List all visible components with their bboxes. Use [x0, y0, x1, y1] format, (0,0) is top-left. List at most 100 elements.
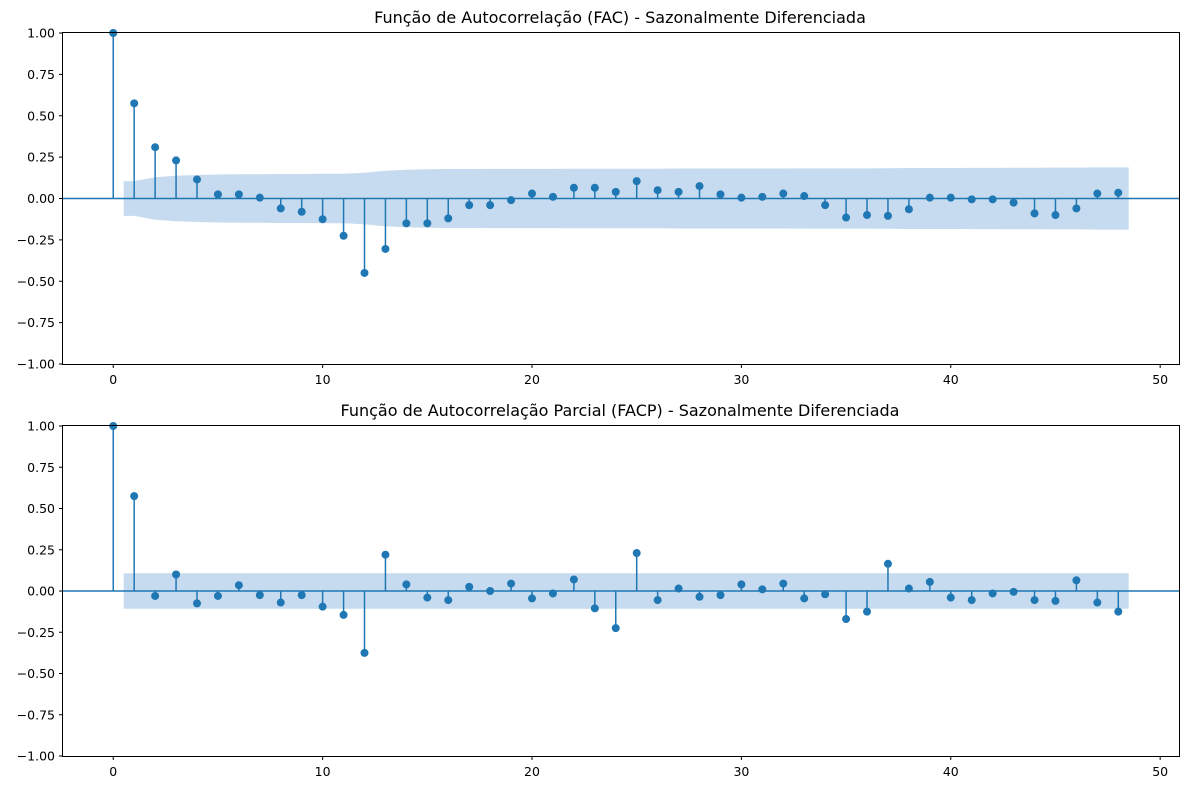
- pacf-marker-lag-7: [255, 591, 264, 600]
- pacf-marker-lag-8: [276, 598, 285, 607]
- acf-ytick-label: 0.25: [27, 150, 55, 165]
- acf-marker-lag-8: [276, 204, 285, 213]
- pacf-marker-lag-43: [1009, 587, 1018, 596]
- pacf-xtick-label: 0: [109, 764, 117, 779]
- acf-panel: Função de Autocorrelação (FAC) - Sazonal…: [17, 8, 1180, 387]
- pacf-marker-lag-35: [842, 615, 851, 624]
- pacf-marker-lag-23: [590, 604, 599, 613]
- acf-marker-lag-6: [234, 190, 243, 199]
- acf-marker-lag-45: [1051, 211, 1060, 220]
- acf-marker-lag-13: [381, 244, 390, 253]
- acf-marker-lag-46: [1072, 204, 1081, 213]
- pacf-marker-lag-40: [946, 593, 955, 602]
- acf-marker-lag-16: [444, 214, 453, 223]
- pacf-ytick-label: −0.50: [17, 666, 55, 681]
- pacf-marker-lag-17: [465, 582, 474, 591]
- pacf-marker-lag-44: [1030, 596, 1039, 605]
- acf-plot-area: 0 10 20 30 40 50 −1.00 −0.75 −0.50 −0.25 0.00 0.25 0…: [17, 26, 1179, 387]
- acf-marker-lag-26: [653, 186, 662, 195]
- acf-xtick-label: 30: [733, 372, 749, 387]
- pacf-marker-lag-39: [925, 577, 934, 586]
- pacf-marker-lag-21: [548, 589, 557, 598]
- acf-marker-lag-39: [925, 193, 934, 202]
- pacf-marker-lag-10: [318, 602, 327, 611]
- acf-marker-lag-21: [548, 192, 557, 201]
- pacf-marker-lag-29: [716, 591, 725, 600]
- pacf-marker-lag-3: [172, 570, 181, 579]
- pacf-marker-lag-28: [695, 592, 704, 601]
- acf-marker-lag-30: [737, 193, 746, 202]
- pacf-marker-lag-38: [904, 584, 913, 593]
- acf-marker-lag-48: [1114, 188, 1123, 197]
- acf-ytick-label: 0.50: [27, 108, 55, 123]
- pacf-marker-lag-15: [423, 593, 432, 602]
- pacf-marker-lag-31: [758, 585, 767, 594]
- acf-ytick-label: −0.25: [17, 232, 55, 247]
- acf-marker-lag-19: [507, 196, 516, 205]
- acf-ytick-label: 0.00: [27, 191, 55, 206]
- pacf-marker-lag-27: [674, 584, 683, 593]
- acf-marker-lag-44: [1030, 209, 1039, 218]
- acf-marker-lag-1: [130, 99, 139, 108]
- acf-marker-lag-14: [402, 219, 411, 228]
- acf-marker-lag-10: [318, 215, 327, 224]
- acf-marker-lag-37: [883, 211, 892, 220]
- acf-marker-lag-34: [821, 201, 830, 210]
- pacf-marker-lag-45: [1051, 596, 1060, 605]
- acf-marker-lag-18: [486, 201, 495, 210]
- pacf-xtick-label: 10: [315, 764, 331, 779]
- acf-marker-lag-42: [988, 195, 997, 204]
- pacf-ytick-label: −0.25: [17, 625, 55, 640]
- acf-marker-lag-47: [1093, 189, 1102, 198]
- pacf-marker-lag-2: [151, 591, 160, 600]
- pacf-marker-lag-9: [297, 591, 306, 600]
- pacf-xtick-label: 20: [524, 764, 540, 779]
- acf-marker-lag-2: [151, 143, 160, 152]
- pacf-marker-lag-14: [402, 580, 411, 589]
- acf-marker-lag-3: [172, 156, 181, 165]
- pacf-panel: Função de Autocorrelação Parcial (FACP) …: [17, 401, 1180, 779]
- pacf-marker-lag-42: [988, 589, 997, 598]
- acf-marker-lag-40: [946, 193, 955, 202]
- pacf-marker-lag-12: [360, 648, 369, 657]
- acf-marker-lag-4: [193, 175, 202, 184]
- acf-ytick-label: −1.00: [17, 357, 55, 372]
- acf-marker-lag-29: [716, 190, 725, 199]
- pacf-marker-lag-13: [381, 550, 390, 559]
- acf-marker-lag-7: [255, 193, 264, 202]
- acf-marker-lag-31: [758, 192, 767, 201]
- pacf-ytick-label: 0.25: [27, 542, 55, 557]
- pacf-marker-lag-30: [737, 580, 746, 589]
- acf-xtick-label: 50: [1152, 372, 1168, 387]
- acf-axes-frame: [62, 32, 1180, 365]
- pacf-marker-lag-33: [800, 594, 809, 603]
- acf-xtick-label: 0: [109, 372, 117, 387]
- pacf-marker-lag-20: [528, 594, 537, 603]
- pacf-marker-lag-6: [234, 581, 243, 590]
- pacf-marker-lag-18: [486, 587, 495, 595]
- pacf-marker-lag-32: [779, 579, 788, 588]
- acf-marker-lag-32: [779, 189, 788, 198]
- pacf-ytick-label: 0.00: [27, 584, 55, 599]
- pacf-marker-lag-16: [444, 596, 453, 605]
- acf-marker-lag-38: [904, 205, 913, 214]
- acf-ytick-label: 1.00: [27, 26, 55, 41]
- acf-marker-lag-17: [465, 201, 474, 210]
- acf-marker-lag-25: [632, 177, 641, 186]
- pacf-marker-lag-22: [569, 575, 578, 584]
- pacf-marker-lag-26: [653, 596, 662, 605]
- pacf-marker-lag-5: [213, 591, 222, 600]
- pacf-marker-lag-37: [883, 559, 892, 568]
- pacf-marker-lag-19: [507, 579, 516, 588]
- pacf-marker-lag-36: [863, 607, 872, 616]
- acf-marker-lag-20: [528, 189, 537, 198]
- pacf-ytick-label: 0.50: [27, 501, 55, 516]
- acf-marker-lag-11: [339, 231, 348, 240]
- acf-marker-lag-41: [967, 195, 976, 204]
- acf-marker-lag-24: [611, 187, 620, 196]
- pacf-ytick-label: −0.75: [17, 707, 55, 722]
- pacf-marker-lag-24: [611, 624, 620, 633]
- pacf-plot-area: 0 10 20 30 40 50 −1.00 −0.75 −0.50 −0.25 0.00 0.25 0…: [17, 419, 1179, 779]
- acf-marker-lag-43: [1009, 198, 1018, 207]
